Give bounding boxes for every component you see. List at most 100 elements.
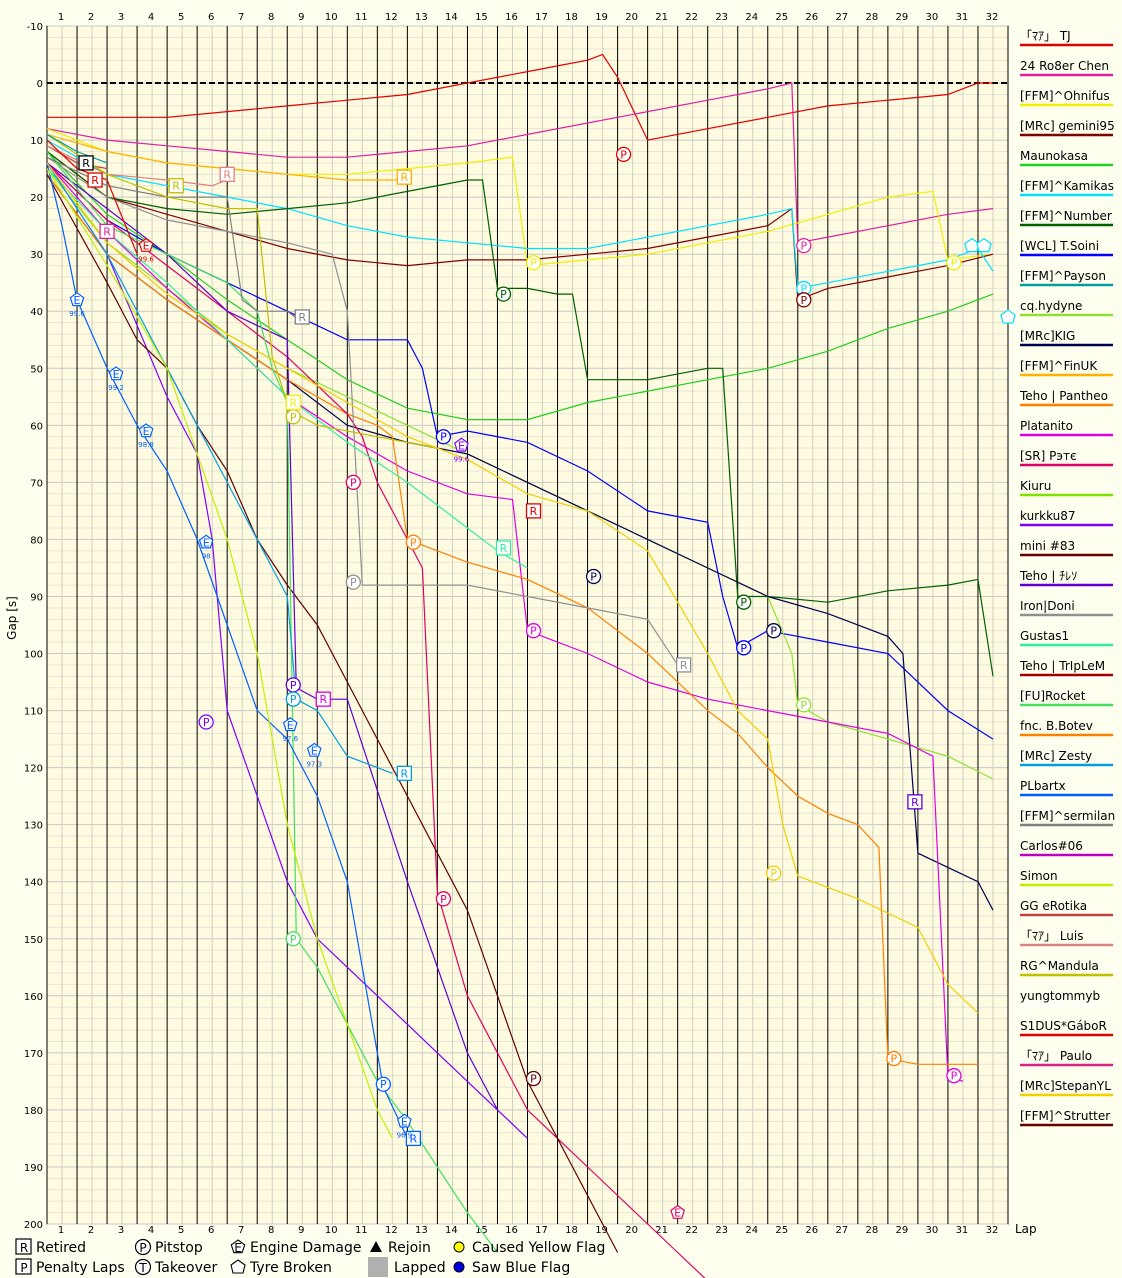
series-line (47, 133, 438, 449)
legend-label: fnc. B.Botev (1020, 719, 1093, 733)
x-tick-label-top: 6 (208, 12, 214, 23)
legend-item: [FFM]^Payson (1020, 269, 1113, 287)
y-tick-label: 80 (30, 535, 43, 546)
marker-E: E 99.6 (454, 437, 470, 463)
marker-glyph: P (740, 642, 747, 655)
legend-item: Platanito (1020, 419, 1113, 437)
key-item: R Retired (15, 1238, 86, 1256)
legend-item: Iron|Doni (1020, 599, 1113, 617)
legend-item: PLbartx (1020, 779, 1113, 797)
legend-label: [MRc] Zesty (1020, 749, 1092, 763)
x-tick-label-bottom: 29 (896, 1225, 909, 1236)
marker-P: P (345, 474, 361, 491)
symbol-key: R Retired P Pitstop E Engine Damage Rejoin Caus… (15, 1238, 605, 1277)
x-tick-label-bottom: 32 (986, 1225, 999, 1236)
x-tick-label-top: 29 (896, 12, 909, 23)
marker-E: E 96.9 (397, 1113, 412, 1139)
legend-label: [WCL] T.Soini (1020, 239, 1099, 253)
x-tick-label-top: 10 (325, 12, 338, 23)
x-tick-label-bottom: 6 (208, 1225, 214, 1236)
x-tick-label-top: 16 (505, 12, 518, 23)
x-tick-label-top: 9 (298, 12, 304, 23)
legend-label: mini #83 (1020, 539, 1075, 553)
y-tick-label: 130 (24, 821, 43, 832)
marker-glyph: E (458, 439, 465, 452)
legend-label: [FFM]^Kamikas (1020, 179, 1114, 193)
x-tick-label-top: 28 (865, 12, 878, 23)
key-label: Pitstop (155, 1240, 203, 1256)
y-axis-ticks: -10 0 10 20 30 40 50 60 70 80 90 100 110 120 130 140 150… (24, 22, 43, 1231)
marker-glyph: P (530, 257, 537, 270)
y-tick-label: 10 (30, 136, 43, 147)
legend-label: kurkku87 (1020, 509, 1076, 523)
marker-value-label: 97.6 (282, 735, 298, 743)
x-tick-label-top: 26 (805, 12, 818, 23)
marker-P: P (345, 574, 361, 590)
marker-R: R (285, 394, 301, 411)
x-tick-label-top: 5 (178, 12, 184, 23)
marker-glyph: P (530, 1073, 537, 1086)
marker-E: E 99.6 (138, 237, 154, 264)
x-tick-label-bottom: 2 (88, 1225, 94, 1236)
x-tick-label-bottom: 18 (565, 1225, 578, 1236)
marker-glyph: P (203, 716, 210, 729)
key-label: Rejoin (388, 1240, 431, 1256)
legend-item: 「ﾏｱ」 Luis (1020, 929, 1113, 947)
key-label: Penalty Laps (36, 1260, 125, 1276)
legend-item: S1DUS*GáboR (1020, 1019, 1113, 1037)
x-tick-label-bottom: 14 (445, 1225, 458, 1236)
key-glyph: P (20, 1261, 27, 1275)
marker-P: P (285, 677, 301, 693)
marker-glyph: R (401, 171, 409, 184)
x-tick-label-bottom: 27 (835, 1225, 848, 1236)
y-tick-label: 120 (24, 764, 43, 775)
legend-label: PLbartx (1020, 779, 1066, 793)
marker-value-label: 99.6 (138, 256, 154, 264)
x-tick-label-bottom: 28 (865, 1225, 878, 1236)
marker-glyph: E (401, 1115, 408, 1128)
marker-R: R (495, 540, 512, 556)
series-line (47, 156, 303, 324)
key-glyph: R (20, 1241, 28, 1255)
marker-glyph: P (410, 536, 417, 549)
y-tick-label: 160 (24, 992, 43, 1003)
legend-label: S1DUS*GáboR (1020, 1019, 1107, 1033)
marker-glyph: P (290, 933, 297, 946)
marker-glyph: P (440, 893, 447, 906)
x-tick-label-bottom: 4 (148, 1225, 154, 1236)
y-tick-label: 150 (24, 935, 43, 946)
x-tick-label-top: 12 (385, 12, 398, 23)
x-tick-label-top: 13 (415, 12, 428, 23)
legend-label: [FFM]^FinUK (1020, 359, 1098, 373)
legend-label: [FFM]^sermilan (1020, 809, 1115, 823)
legend-item: [FFM]^Strutter (1020, 1109, 1113, 1127)
y-tick-label: 200 (24, 1220, 43, 1231)
marker-glyph: P (440, 431, 447, 444)
marker-glyph: R (401, 767, 409, 780)
marker-glyph: P (770, 625, 777, 638)
legend-item: 「ﾏｱ」 TJ (1020, 29, 1113, 47)
y-tick-label: 50 (30, 364, 43, 375)
y-tick-label: 190 (24, 1163, 43, 1174)
legend-item: [SR] Рэтє (1020, 449, 1113, 467)
key-label: Caused Yellow Flag (472, 1240, 605, 1256)
y-tick-label: 70 (30, 478, 43, 489)
legend-item: [FFM]^Kamikas (1020, 179, 1114, 197)
marker-glyph: E (287, 719, 294, 732)
marker-R: R (396, 169, 413, 185)
marker-E: E 99.6 (69, 292, 85, 318)
x-tick-label-top: 20 (625, 12, 638, 23)
legend-label: Iron|Doni (1020, 599, 1075, 613)
marker-glyph: R (91, 174, 99, 187)
x-tick-label-top: 3 (118, 12, 124, 23)
marker-glyph: P (951, 257, 958, 270)
series-line (47, 151, 994, 677)
legend-label: [FFM]^Payson (1020, 269, 1106, 283)
marker-glyph: P (350, 576, 357, 589)
key-item: T Takeover (134, 1258, 217, 1276)
key-item: Caused Yellow Flag (453, 1240, 605, 1256)
legend-label: [FFM]^Ohnifus (1020, 89, 1110, 103)
y-tick-label: -10 (27, 22, 43, 33)
marker-glyph: R (410, 1132, 418, 1145)
y-tick-label: 30 (30, 250, 43, 261)
